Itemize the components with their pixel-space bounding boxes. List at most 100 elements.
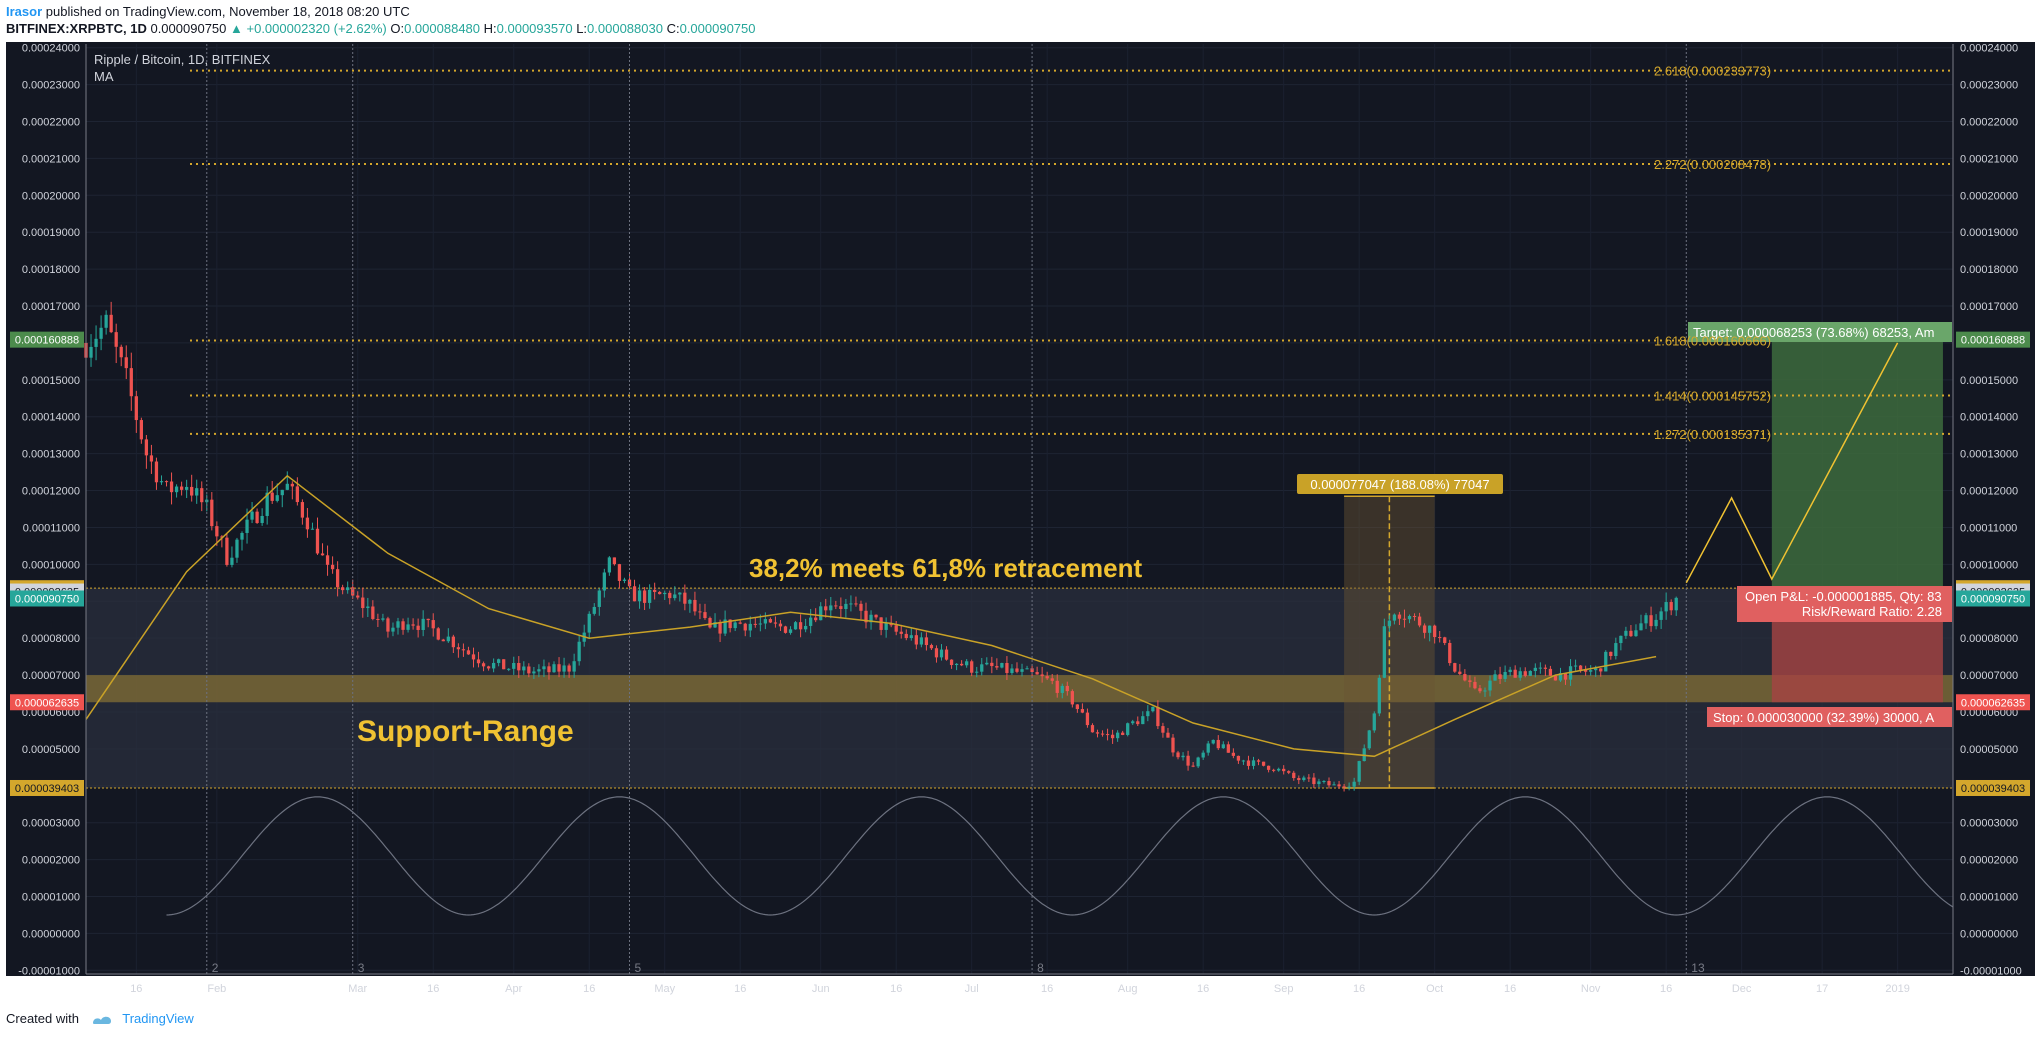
open-value: 0.000088480 <box>404 21 481 36</box>
candle-body <box>980 664 984 672</box>
candle-body <box>954 663 959 666</box>
price-tag-left <box>10 694 84 711</box>
overlay-lines <box>85 44 1953 974</box>
y-tick-label-left: 0.00012000 <box>22 486 80 498</box>
price-chart[interactable]: 0.00024000 0.00024000 0.00023000 0.00023000… <box>0 40 2041 1004</box>
candle-body <box>1206 743 1210 753</box>
candle-body <box>1146 711 1150 717</box>
candle-body <box>280 489 284 496</box>
candle-body <box>1231 752 1236 756</box>
candle-body <box>653 589 657 592</box>
y-tick-label-left: 0.00010000 <box>22 559 80 571</box>
pnl-label-bg <box>1737 586 1952 622</box>
candle-body <box>990 662 994 667</box>
stop-label-bg <box>1707 707 1952 727</box>
candle-body <box>1372 713 1376 731</box>
candle-body <box>849 603 853 605</box>
y-tick-label-right: 0.00019000 <box>1960 227 2018 239</box>
candle-body <box>1473 681 1477 689</box>
candle-body <box>240 532 244 540</box>
price-tag-right <box>1956 694 2030 711</box>
candle-body <box>1110 734 1115 739</box>
y-tick-label-right: 0.00017000 <box>1960 301 2018 313</box>
candle-body <box>185 486 189 490</box>
candle-body <box>683 592 687 604</box>
tradingview-link[interactable]: TradingView <box>122 1011 194 1026</box>
grid <box>86 44 1953 974</box>
candle-body <box>1191 765 1195 767</box>
candle-body <box>637 590 642 602</box>
candle-body <box>441 639 445 642</box>
candle-body <box>557 664 561 672</box>
x-tick-label: 16 <box>1504 983 1516 995</box>
candle-body <box>1674 597 1678 611</box>
low-label: L: <box>576 21 588 36</box>
fib-level-label: 1.272(0.000135371) <box>1654 427 1771 442</box>
candle-body <box>1161 726 1165 733</box>
candle-body <box>104 314 108 328</box>
candle-body <box>320 553 325 556</box>
y-tick-label-left: 0.00014000 <box>22 412 80 424</box>
oscillator <box>166 796 1954 916</box>
candle-body <box>758 623 762 625</box>
candle-body <box>889 623 893 626</box>
x-tick-label: 16 <box>1660 983 1672 995</box>
y-tick-label-right: 0.00021000 <box>1960 153 2018 165</box>
candle-body <box>1654 619 1658 627</box>
time-cycle-label: 5 <box>634 961 641 975</box>
tradingview-logo-icon <box>92 1016 111 1025</box>
candle-body <box>1015 668 1019 672</box>
candle-body <box>894 625 898 632</box>
candle-body <box>1558 673 1563 681</box>
candle-body <box>1171 737 1175 753</box>
candle-body <box>1216 739 1220 749</box>
candle-body <box>733 622 737 629</box>
candle-body <box>1428 625 1432 633</box>
candle-body <box>1604 651 1608 672</box>
candle-body <box>466 650 471 655</box>
target-zone <box>1771 339 1943 592</box>
candle-body <box>965 661 969 666</box>
x-tick-label: Apr <box>505 983 522 995</box>
candle-body <box>1151 706 1155 712</box>
candle-body <box>285 483 289 490</box>
candle-body <box>587 613 591 633</box>
time-cycle-label: 13 <box>1691 961 1705 975</box>
candle-body <box>497 659 501 663</box>
low-value: 0.000088030 <box>587 21 663 36</box>
candle-body <box>1005 663 1009 673</box>
candle-body <box>1261 761 1266 766</box>
price-tag-right-label: 0.000062635 <box>1961 697 2025 709</box>
candle-body <box>763 619 768 624</box>
candle-body <box>1644 615 1648 624</box>
candle-body <box>461 649 466 651</box>
y-tick-label-left: 0.00017000 <box>22 301 80 313</box>
x-tick-label: 16 <box>130 983 142 995</box>
candle-body <box>401 621 405 630</box>
candle-body <box>315 528 320 554</box>
candle-body <box>1141 716 1145 725</box>
candle-body <box>1589 670 1593 672</box>
candle-body <box>1533 667 1537 671</box>
moving-average-line <box>85 474 1657 758</box>
sine-cycle-line <box>166 796 1954 916</box>
candle-body <box>396 621 400 628</box>
y-tick-label-right: 0.00013000 <box>1960 449 2018 461</box>
y-tick-label-right: -0.00001000 <box>1960 965 2022 977</box>
candle-body <box>1417 616 1422 626</box>
candle-body <box>1085 712 1090 726</box>
y-tick-label-left: 0.00000000 <box>22 928 80 940</box>
close-value: 0.000090750 <box>679 21 756 36</box>
candle-body <box>1115 732 1120 739</box>
author-link[interactable]: Irasor <box>6 4 43 19</box>
x-tick-label: 16 <box>1041 983 1053 995</box>
candle-body <box>1347 786 1351 788</box>
candle-body <box>1448 642 1452 664</box>
candle-body <box>809 617 813 626</box>
y-tick-label-left: 0.00023000 <box>22 80 80 92</box>
candle-body <box>1634 630 1638 637</box>
created-with-text: Created with <box>6 1011 79 1026</box>
y-tick-label-left: 0.00001000 <box>22 892 80 904</box>
candle-body <box>939 649 944 658</box>
published-text: published on TradingView.com, November 1… <box>45 4 410 19</box>
